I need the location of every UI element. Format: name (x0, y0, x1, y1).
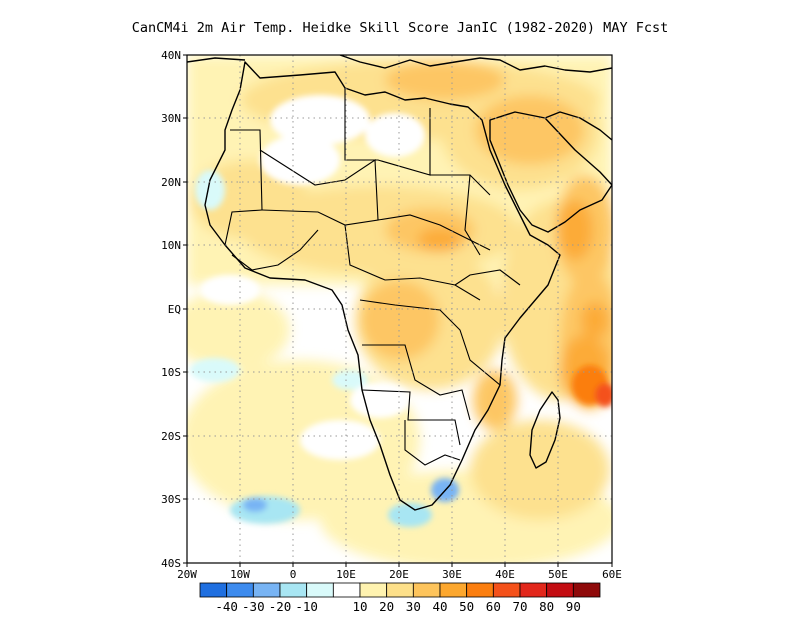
colorbar-label: -40 (215, 599, 238, 614)
colorbar-label: 60 (486, 599, 501, 614)
lat-label: 10S (161, 366, 181, 379)
colorbar-swatch (306, 582, 334, 598)
colorbar-label: 40 (432, 599, 447, 614)
axis-ticks (183, 54, 613, 567)
colorbar-swatch (386, 582, 414, 598)
africa-coastline (204, 61, 561, 511)
lon-label: 20E (389, 568, 409, 581)
map-title: CanCM4i 2m Air Temp. Heidke Skill Score … (131, 20, 669, 36)
lon-label: 10E (336, 568, 356, 581)
lon-label: 0 (290, 568, 297, 581)
colorbar-swatch (466, 582, 494, 598)
colorbar-label: -20 (269, 599, 292, 614)
colorbar-label: 10 (352, 599, 367, 614)
skill-field (187, 55, 612, 563)
colorbar-swatch (332, 582, 361, 598)
lon-label: 40E (495, 568, 515, 581)
lon-label: 20W (177, 568, 197, 581)
lon-label: 60E (602, 568, 622, 581)
lat-label: 40N (161, 49, 181, 62)
madagascar-coastline (529, 391, 561, 469)
colorbar-label: 20 (379, 599, 394, 614)
colorbar-swatch (359, 582, 388, 598)
lat-label: 20N (161, 176, 181, 189)
coastlines (187, 55, 612, 511)
colorbar-label: 30 (406, 599, 421, 614)
colorbar-swatch (226, 582, 254, 598)
lat-labels: 40N 30N 20N 10N EQ 10S 20S 30S 40S (161, 49, 181, 570)
lon-label: 30E (442, 568, 462, 581)
colorbar-swatch (546, 582, 574, 598)
country-borders (224, 88, 521, 466)
colorbar-swatch (252, 582, 281, 598)
lat-label: 30S (161, 493, 181, 506)
colorbar-swatch (519, 582, 548, 598)
colorbar-swatch (439, 582, 468, 598)
colorbar-swatch (199, 582, 228, 598)
colorbar-label: 50 (459, 599, 474, 614)
lat-label: 40S (161, 557, 181, 570)
colorbar-label: -30 (242, 599, 265, 614)
colorbar-swatch (572, 582, 601, 598)
colorbar-label: 90 (566, 599, 581, 614)
lon-label: 50E (548, 568, 568, 581)
europe-coastline (187, 55, 612, 73)
arabia-coastline (489, 111, 612, 233)
colorbar-swatch (279, 582, 308, 598)
colorbar-label: 80 (539, 599, 554, 614)
lat-label: 10N (161, 239, 181, 252)
lon-label: 10W (230, 568, 250, 581)
lat-label: EQ (168, 303, 181, 316)
iran-coastline (544, 111, 612, 141)
colorbar-label: 70 (512, 599, 527, 614)
colorbar: -40 -30 -20 -10 10 20 30 40 50 60 70 80 90 (199, 582, 601, 614)
grid-lines (187, 55, 612, 563)
colorbar-swatch (492, 582, 521, 598)
lat-label: 30N (161, 112, 181, 125)
lat-label: 20S (161, 430, 181, 443)
lon-labels: 20W 10W 0 10E 20E 30E 40E 50E 60E (177, 568, 622, 581)
colorbar-label: -10 (295, 599, 318, 614)
colorbar-swatch (412, 582, 441, 598)
